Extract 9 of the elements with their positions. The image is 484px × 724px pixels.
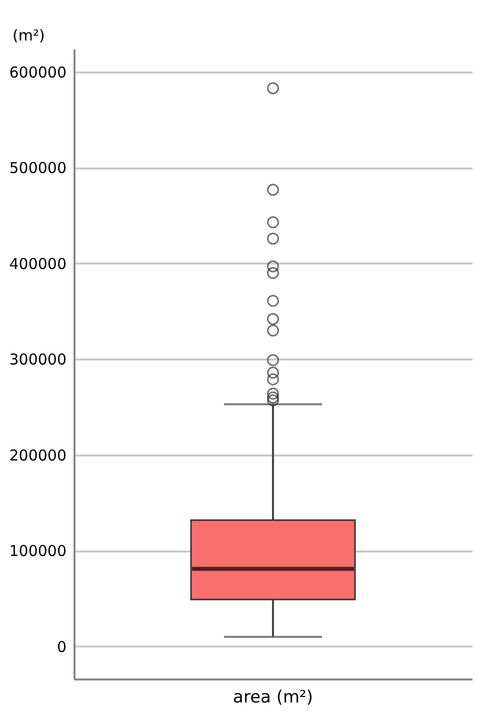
y-tick-label: 300000 [9, 350, 66, 369]
y-tick-label: 0 [56, 638, 66, 656]
y-tick-label: 100000 [9, 542, 66, 560]
y-tick-label: 600000 [9, 63, 66, 82]
y-tick-label: 400000 [9, 254, 66, 273]
y-tick-label: 500000 [9, 159, 66, 178]
x-tick-label: area (m²) [233, 688, 313, 708]
y-axis-title: (m²) [12, 26, 45, 44]
y-tick-label: 200000 [9, 446, 66, 464]
